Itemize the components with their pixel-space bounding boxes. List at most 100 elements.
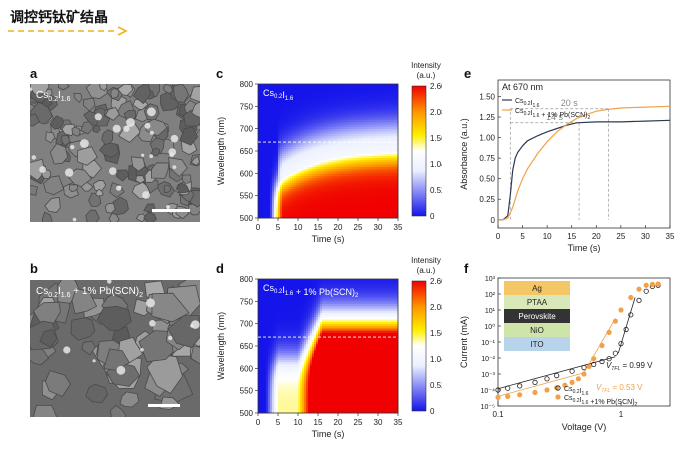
- heatmap-cell: [344, 166, 347, 170]
- heatmap-cell: [268, 137, 271, 141]
- heatmap-cell: [274, 90, 277, 94]
- heatmap-cell: [336, 126, 339, 130]
- heatmap-cell: [260, 375, 263, 378]
- heatmap-cell: [270, 119, 273, 123]
- heatmap-cell: [394, 197, 397, 201]
- heatmap-cell: [356, 151, 359, 154]
- heatmap-cell: [308, 90, 311, 94]
- heatmap-cell: [344, 162, 347, 165]
- heatmap-cell: [276, 92, 279, 96]
- heatmap-cell: [274, 142, 277, 145]
- heatmap-cell: [378, 151, 381, 154]
- heatmap-cell: [272, 106, 275, 109]
- heatmap-cell: [378, 130, 381, 134]
- heatmap-cell: [386, 106, 389, 109]
- heatmap-cell: [268, 348, 271, 351]
- heatmap-cell: [376, 193, 379, 197]
- heatmap-cell: [386, 206, 389, 210]
- heatmap-cell: [264, 126, 267, 130]
- heatmap-cell: [392, 204, 395, 208]
- heatmap-cell: [290, 186, 293, 190]
- heatmap-cell: [306, 204, 309, 208]
- heatmap-cell: [340, 182, 343, 185]
- heatmap-cell: [260, 195, 263, 199]
- heatmap-cell: [326, 213, 329, 217]
- heatmap-cell: [340, 175, 343, 179]
- heatmap-cell: [282, 95, 285, 98]
- heatmap-cell: [380, 164, 383, 168]
- heatmap-cell: [380, 180, 383, 183]
- heatmap-cell: [372, 117, 375, 121]
- heatmap-cell: [310, 121, 313, 125]
- heatmap-cell: [270, 332, 273, 336]
- heatmap-cell: [382, 110, 385, 114]
- heatmap-cell: [366, 157, 369, 161]
- heatmap-cell: [348, 128, 351, 132]
- heatmap-cell: [350, 171, 353, 174]
- heatmap-cell: [392, 92, 395, 96]
- heatmap-cell: [318, 195, 321, 199]
- heatmap-cell: [264, 310, 267, 313]
- heatmap-cell: [314, 101, 317, 105]
- heatmap-cell: [264, 110, 267, 114]
- heatmap-cell: [326, 115, 329, 118]
- heatmap-cell: [262, 366, 265, 369]
- heatmap-cell: [328, 204, 331, 208]
- heatmap-cell: [310, 101, 313, 105]
- heatmap-cell: [334, 95, 337, 98]
- heatmap-cell: [266, 381, 269, 385]
- heatmap-cell: [282, 195, 285, 199]
- heatmap-cell: [316, 186, 319, 190]
- heatmap-cell: [324, 142, 327, 145]
- heatmap-cell: [264, 119, 267, 123]
- heatmap-cell: [266, 173, 269, 176]
- heatmap-cell: [270, 197, 273, 201]
- heatmap-cell: [264, 121, 267, 125]
- heatmap-cell: [268, 341, 271, 345]
- heatmap-cell: [308, 99, 311, 103]
- heatmap-cell: [332, 153, 335, 156]
- heatmap-cell: [326, 117, 329, 121]
- heatmap-cell: [270, 294, 273, 298]
- heatmap-cell: [370, 184, 373, 188]
- heatmap-cell: [264, 139, 267, 143]
- heatmap-cell: [376, 113, 379, 116]
- y-tick-label: 800: [240, 80, 254, 89]
- heatmap-cell: [384, 146, 387, 150]
- heatmap-cell: [328, 92, 331, 96]
- heatmap-cell: [344, 128, 347, 132]
- heatmap-cell: [348, 182, 351, 185]
- heatmap-cell: [370, 209, 373, 212]
- heatmap-cell: [312, 142, 315, 145]
- heatmap-cell: [264, 285, 267, 289]
- heatmap-cell: [306, 97, 309, 101]
- heatmap-cell: [334, 106, 337, 109]
- heatmap-cell: [366, 137, 369, 141]
- heatmap-cell: [294, 191, 297, 194]
- heatmap-cell: [360, 97, 363, 101]
- heatmap-cell: [270, 202, 273, 205]
- heatmap-cell: [314, 126, 317, 130]
- heatmap-cell: [268, 186, 271, 190]
- heatmap-cell: [342, 119, 345, 123]
- heatmap-cell: [282, 115, 285, 118]
- heatmap-cell: [394, 84, 397, 87]
- heatmap-cell: [336, 151, 339, 154]
- heatmap-cell: [266, 184, 269, 188]
- heatmap-cell: [258, 287, 261, 291]
- heatmap-cell: [320, 119, 323, 123]
- heatmap-cell: [336, 168, 339, 172]
- heatmap-cell: [364, 146, 367, 150]
- heatmap-cell: [304, 153, 307, 156]
- heatmap-cell: [322, 128, 325, 132]
- heatmap-cell: [314, 108, 317, 112]
- heatmap-cell: [302, 193, 305, 197]
- heatmap-cell: [316, 106, 319, 109]
- heatmap-cell: [260, 301, 263, 304]
- heatmap-cell: [288, 191, 291, 194]
- heatmap-cell: [384, 168, 387, 172]
- heatmap-cell: [304, 204, 307, 208]
- heatmap-cell: [370, 186, 373, 190]
- heatmap-cell: [322, 133, 325, 136]
- heatmap-cell: [394, 193, 397, 197]
